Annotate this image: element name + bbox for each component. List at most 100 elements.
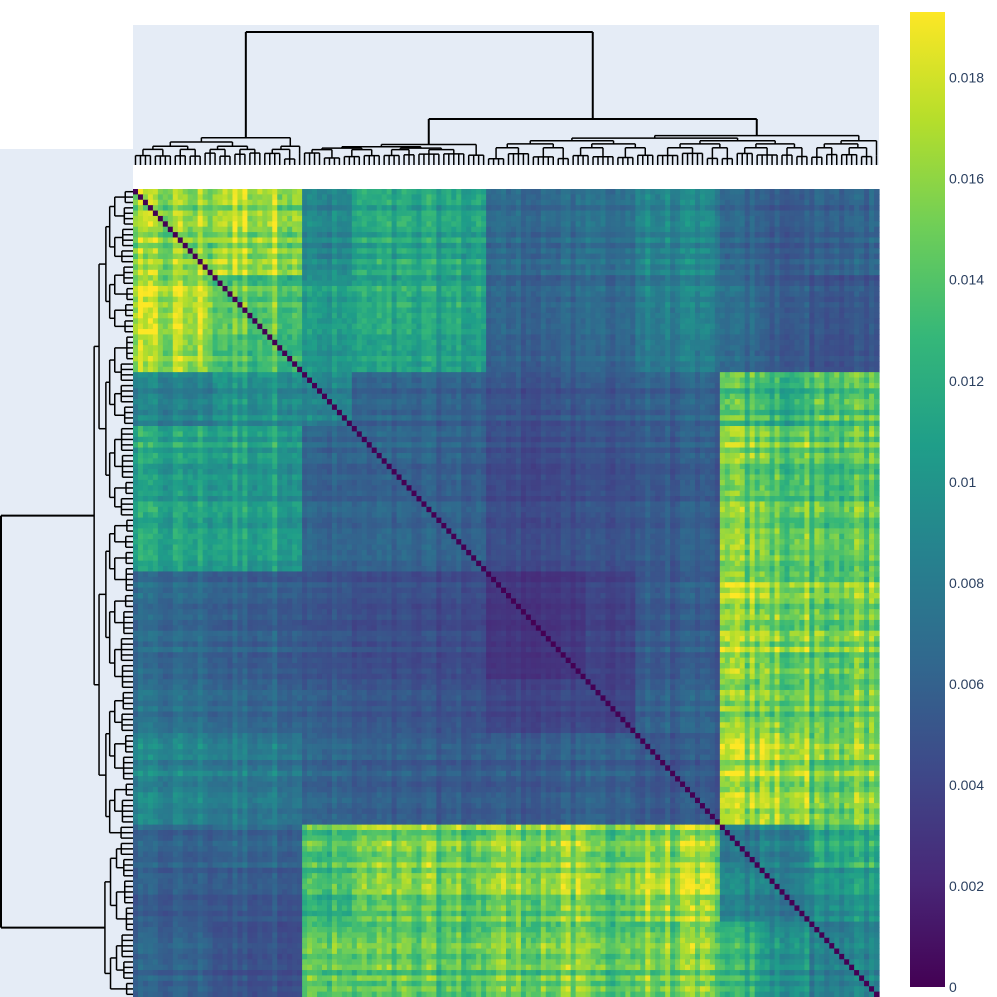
heatmap-cell xyxy=(596,334,602,340)
heatmap-cell xyxy=(615,313,621,319)
heatmap-cell xyxy=(725,189,731,195)
heatmap-cell xyxy=(620,189,626,195)
heatmap-cell xyxy=(705,281,711,287)
heatmap-cell xyxy=(412,302,418,308)
heatmap-cell xyxy=(188,308,194,314)
heatmap-cell xyxy=(148,200,154,206)
heatmap-cell xyxy=(203,329,209,335)
heatmap-cell xyxy=(491,329,497,335)
heatmap-cell xyxy=(844,216,850,222)
heatmap-cell xyxy=(491,281,497,287)
heatmap-cell xyxy=(645,308,651,314)
heatmap-cell xyxy=(670,281,676,287)
heatmap-cell xyxy=(770,259,776,265)
heatmap-cell xyxy=(292,308,298,314)
heatmap-cell xyxy=(188,232,194,238)
heatmap-cell xyxy=(446,254,452,260)
heatmap-cell xyxy=(412,216,418,222)
heatmap-cell xyxy=(829,270,835,276)
heatmap-cell xyxy=(735,200,741,206)
heatmap-cell xyxy=(849,189,855,195)
heatmap-cell xyxy=(874,232,880,238)
heatmap-cell xyxy=(247,297,253,303)
heatmap-cell xyxy=(665,189,671,195)
heatmap-cell xyxy=(501,297,507,303)
heatmap-cell xyxy=(775,248,781,254)
heatmap-cell xyxy=(531,248,537,254)
heatmap-cell xyxy=(700,227,706,233)
heatmap-cell xyxy=(267,248,273,254)
heatmap-cell xyxy=(198,194,204,200)
heatmap-cell xyxy=(521,286,527,292)
heatmap-cell xyxy=(307,286,313,292)
heatmap-cell xyxy=(610,232,616,238)
heatmap-cell xyxy=(561,227,567,233)
heatmap-cell xyxy=(158,227,164,233)
heatmap-cell xyxy=(377,281,383,287)
heatmap-cell xyxy=(332,302,338,308)
heatmap-cell xyxy=(576,302,582,308)
heatmap-cell xyxy=(451,248,457,254)
heatmap-cell xyxy=(844,318,850,324)
heatmap-cell xyxy=(685,313,691,319)
heatmap-cell xyxy=(168,308,174,314)
heatmap-cell xyxy=(526,189,532,195)
heatmap-cell xyxy=(352,318,358,324)
heatmap-cell xyxy=(645,270,651,276)
heatmap-cell xyxy=(138,297,144,303)
heatmap-cell xyxy=(780,275,786,281)
heatmap-cell xyxy=(143,200,149,206)
heatmap-cell xyxy=(312,205,318,211)
heatmap-cell xyxy=(392,286,398,292)
heatmap-cell xyxy=(456,248,462,254)
heatmap-cell xyxy=(491,237,497,243)
heatmap-cell xyxy=(680,205,686,211)
heatmap-cell xyxy=(257,308,263,314)
heatmap-cell xyxy=(466,259,472,265)
heatmap-cell xyxy=(566,291,572,297)
heatmap-cell xyxy=(471,302,477,308)
heatmap-cell xyxy=(874,254,880,260)
heatmap-cell xyxy=(536,264,542,270)
heatmap-cell xyxy=(695,189,701,195)
heatmap-cell xyxy=(471,254,477,260)
heatmap-cell xyxy=(312,254,318,260)
heatmap-cell xyxy=(501,189,507,195)
heatmap-cell xyxy=(785,297,791,303)
heatmap-cell xyxy=(804,237,810,243)
heatmap-cell xyxy=(382,254,388,260)
heatmap-cell xyxy=(566,270,572,276)
heatmap-cell xyxy=(541,291,547,297)
heatmap-cell xyxy=(262,340,268,346)
heatmap-cell xyxy=(610,297,616,303)
heatmap-cell xyxy=(183,270,189,276)
heatmap-cell xyxy=(292,324,298,330)
heatmap-cell xyxy=(173,313,179,319)
heatmap-cell xyxy=(844,200,850,206)
heatmap-cell xyxy=(605,302,611,308)
heatmap-cell xyxy=(153,329,159,335)
heatmap-cell xyxy=(799,286,805,292)
heatmap-cell xyxy=(556,340,562,346)
heatmap-cell xyxy=(412,189,418,195)
heatmap-cell xyxy=(407,254,413,260)
heatmap-cell xyxy=(735,302,741,308)
heatmap-cell xyxy=(471,232,477,238)
heatmap-cell xyxy=(297,248,303,254)
heatmap-cell xyxy=(526,318,532,324)
heatmap-cell xyxy=(640,302,646,308)
heatmap-cell xyxy=(188,345,194,351)
heatmap-cell xyxy=(615,297,621,303)
heatmap-cell xyxy=(660,313,666,319)
heatmap-cell xyxy=(178,318,184,324)
heatmap-cell xyxy=(362,189,368,195)
heatmap-cell xyxy=(272,216,278,222)
heatmap-cell xyxy=(521,291,527,297)
heatmap-cell xyxy=(148,259,154,265)
heatmap-cell xyxy=(660,297,666,303)
heatmap-cell xyxy=(511,232,517,238)
heatmap-cell xyxy=(421,302,427,308)
heatmap-cell xyxy=(272,259,278,265)
heatmap-cell xyxy=(566,254,572,260)
heatmap-cell xyxy=(740,291,746,297)
